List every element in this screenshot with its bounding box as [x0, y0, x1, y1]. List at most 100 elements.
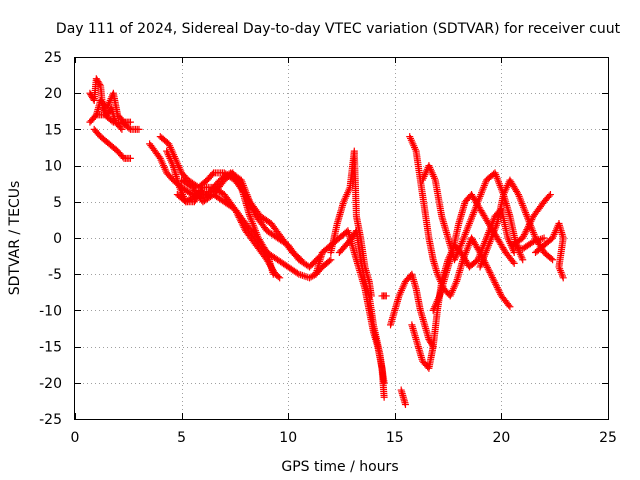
data-point [325, 257, 333, 265]
series-sat-j [312, 227, 388, 401]
data-point [493, 284, 501, 292]
y-tick-label: 5 [53, 195, 62, 211]
y-tick-label: -5 [48, 267, 62, 283]
data-point [525, 221, 533, 229]
y-tick-label: -20 [39, 376, 62, 392]
y-axis-label: SDTVAR / TECUs [7, 181, 23, 296]
data-point [520, 231, 528, 239]
data-point [240, 223, 248, 231]
series-sat-w [508, 234, 548, 253]
data-point [489, 275, 497, 283]
data-point [495, 287, 503, 295]
data-point [233, 208, 241, 216]
x-axis-label: GPS time / hours [281, 459, 398, 475]
x-tick-label: 0 [71, 430, 80, 446]
data-point [488, 272, 496, 280]
data-point [235, 213, 243, 221]
chart-title: Day 111 of 2024, Sidereal Day-to-day VTE… [56, 21, 621, 37]
data-point [126, 154, 134, 162]
data-point [380, 379, 388, 387]
data-point [126, 118, 134, 126]
data-point [514, 189, 522, 197]
data-point [296, 255, 304, 263]
y-tick-label: -15 [39, 340, 62, 356]
plot-frame [74, 57, 609, 420]
data-point [509, 258, 517, 266]
data-point [510, 259, 518, 267]
y-tick-label: -10 [39, 303, 62, 319]
data-point [549, 256, 557, 264]
data-point [484, 265, 492, 273]
series-sat-s [429, 191, 518, 314]
series-sat-m [378, 292, 390, 300]
data-point [293, 269, 301, 277]
data-point [519, 256, 527, 264]
y-tick-label: 0 [53, 231, 62, 247]
data-point [496, 289, 504, 297]
data-point [237, 217, 245, 225]
x-tick-label: 20 [492, 430, 510, 446]
series-sat-k [327, 147, 375, 300]
series-sat-o [397, 386, 409, 409]
data-point [483, 262, 491, 270]
data-point [96, 81, 104, 89]
data-point [236, 215, 244, 223]
data-point [485, 267, 493, 275]
data-point [505, 301, 513, 309]
data-point [135, 125, 143, 133]
data-point [494, 285, 502, 293]
data-points [86, 75, 567, 409]
data-point [520, 232, 528, 240]
data-point [237, 218, 245, 226]
series-sat-b [86, 89, 134, 126]
y-tick-label: 25 [44, 50, 62, 66]
data-point [239, 222, 247, 230]
data-point [546, 191, 554, 199]
data-point [274, 273, 282, 281]
data-point [526, 219, 534, 227]
data-point [238, 220, 246, 228]
data-point [382, 292, 390, 300]
series-sat-n [387, 270, 437, 351]
data-point [540, 234, 548, 242]
data-point [524, 222, 532, 230]
data-point [524, 224, 532, 232]
data-point [506, 303, 514, 311]
data-point [487, 270, 495, 278]
data-point [528, 239, 536, 247]
data-point [521, 229, 529, 237]
data-point [276, 274, 284, 282]
data-point [528, 216, 536, 224]
series-sat-d [92, 111, 143, 133]
series-sat-v [532, 220, 567, 282]
data-point [269, 270, 277, 278]
y-tick-label: 15 [44, 122, 62, 138]
data-point [231, 205, 239, 213]
data-point [232, 207, 240, 215]
data-point [118, 125, 126, 133]
data-point [492, 280, 500, 288]
data-point [297, 256, 305, 264]
data-point [208, 170, 216, 178]
data-point [125, 124, 133, 132]
data-point [401, 401, 409, 409]
data-point [262, 247, 270, 255]
y-tick-label: -25 [39, 412, 62, 428]
data-point [490, 277, 498, 285]
y-tick-label: 10 [44, 159, 62, 175]
data-point [547, 255, 555, 263]
series-sat-r [419, 162, 527, 264]
data-point [486, 269, 494, 277]
y-tick-label: 20 [44, 86, 62, 102]
data-point [519, 234, 527, 242]
x-tick-label: 15 [386, 430, 404, 446]
series-sat-i [178, 169, 277, 278]
data-point [309, 272, 317, 280]
data-point [300, 272, 308, 280]
series-sat-l [335, 227, 388, 387]
x-tick-label: 5 [177, 430, 186, 446]
data-point [527, 217, 535, 225]
data-point [233, 210, 241, 218]
data-point [545, 192, 553, 200]
